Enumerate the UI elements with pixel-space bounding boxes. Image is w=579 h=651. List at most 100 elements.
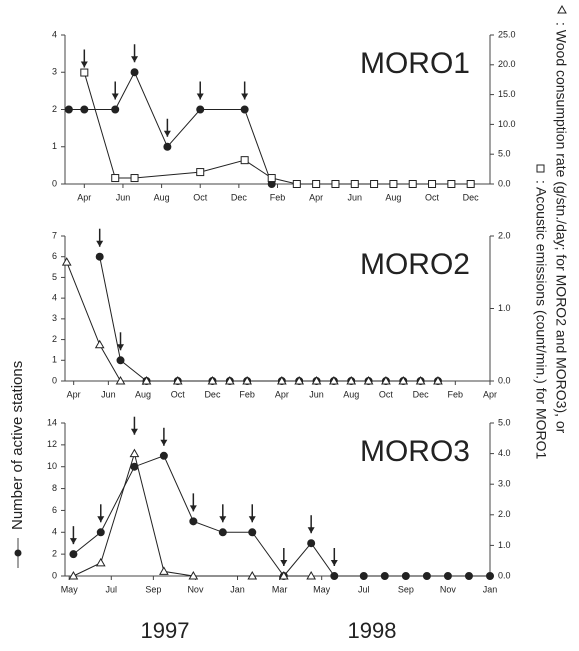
y2-tick-label: 0.0 [498,178,511,188]
y2-tick-label: 5.0 [498,417,511,427]
y-tick-label: 4 [52,527,57,537]
point [350,180,359,188]
x-tick-label: Sep [145,584,161,594]
year-label: 1998 [348,618,397,643]
year-label: 1997 [141,618,190,643]
y2-tick-label: 0.0 [498,375,511,385]
point [172,375,183,385]
y-tick-label: 2 [52,104,57,114]
legend-triangle-symbol [557,4,567,14]
point [115,375,126,385]
point [130,68,139,77]
y2-axis-label: : Wood consumption rate (g/stn./day; for… [553,22,569,434]
x-tick-label: Aug [154,192,170,202]
point [80,68,89,77]
y2-tick-label: 2.0 [498,230,511,240]
arrow-head [160,439,168,446]
point [267,174,276,183]
x-tick-label: Apr [275,389,289,399]
x-tick-label: Sep [398,584,414,594]
y-tick-label: 0 [52,570,57,580]
chart-title: MORO3 [360,435,470,468]
point [307,539,316,548]
point [188,570,199,580]
point [111,105,120,114]
y-tick-label: 4 [52,29,57,39]
y-tick-label: 12 [47,439,57,449]
chart-title: MORO1 [360,47,470,80]
y-tick-label: 5 [52,272,57,282]
point [330,572,339,580]
x-tick-label: Jun [309,389,324,399]
point [311,375,322,385]
y2-tick-label: 20.0 [498,59,516,69]
point [240,156,249,165]
y-tick-label: 6 [52,251,57,261]
x-tick-label: Jul [106,584,118,594]
x-tick-label: Dec [413,389,430,399]
y2-axis-label: : Acoustic emissions (count/min.) for MO… [533,180,549,460]
arrow-head [280,560,288,566]
x-tick-label: Jun [348,192,363,202]
point [207,375,218,385]
series-line [73,451,312,577]
y-tick-label: 7 [52,230,57,240]
point [163,142,172,151]
point [94,339,105,349]
y2-tick-label: 0.0 [498,570,511,580]
arrow-head [69,538,77,545]
point [111,174,120,183]
arrow-head [130,428,138,435]
arrow-head [241,93,249,100]
y-tick-label: 3 [52,67,57,77]
point [466,180,475,188]
point [242,375,253,385]
arrow-head [196,93,204,100]
point [415,375,426,385]
y-tick-label: 0 [52,178,57,188]
x-tick-label: Jan [483,584,498,594]
x-tick-label: Jun [101,389,116,399]
series-line [83,72,471,185]
point [428,180,437,188]
point [159,566,169,575]
point [240,105,249,114]
x-tick-label: Aug [343,389,359,399]
x-tick-label: Apr [77,192,91,202]
point [276,375,287,385]
x-tick-label: Nov [440,584,457,594]
arrow-head [96,240,104,247]
point [96,528,105,537]
point [294,375,305,385]
arrow-head [97,516,105,523]
y2-tick-label: 1.0 [498,540,511,550]
y2-tick-label: 25.0 [498,29,516,39]
point [486,572,494,580]
y2-tick-label: 4.0 [498,448,511,458]
point [196,105,205,114]
series-line [66,261,438,382]
y-tick-label: 10 [47,461,57,471]
x-tick-label: Aug [135,389,151,399]
arrow-head [189,505,197,512]
y-tick-label: 4 [52,293,57,303]
point [370,180,379,188]
x-tick-label: Oct [193,192,208,202]
point [247,570,258,580]
x-tick-label: Nov [187,584,204,594]
point [292,180,301,188]
arrow-head [80,61,88,68]
point [95,252,104,261]
point [141,375,152,385]
point [408,180,417,188]
x-tick-label: Feb [448,389,464,399]
point [401,572,410,580]
point [224,375,235,385]
point [363,375,374,385]
arrow-head [131,56,139,63]
x-tick-label: Apr [483,389,497,399]
point [398,375,409,385]
point [380,572,389,580]
series-line [73,455,490,577]
